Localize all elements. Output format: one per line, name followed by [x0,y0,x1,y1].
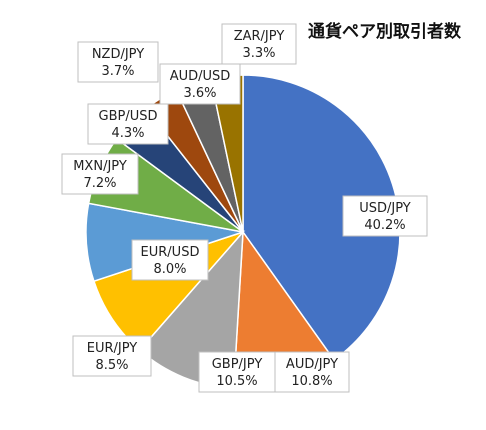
callout-box [61,153,139,195]
slice-value-label: 3.7% [101,64,134,79]
callout-box [274,351,350,393]
slice-label-gbp-jpy: GBP/JPY 10.5% [198,351,276,393]
callout-box [159,63,241,105]
slice-label-eur-usd: EUR/USD 8.0% [131,239,209,281]
slice-label-mxn-jpy: MXN/JPY 7.2% [61,153,139,195]
slice-label-nzd-jpy: NZD/JPY 3.7% [77,41,159,83]
slice-category-label: MXN/JPY [73,159,127,174]
slice-callouts: USD/JPY 40.2% AUD/JPY 10.8% GBP/JPY 10.5% EUR/… [61,23,428,393]
callout-box [221,23,297,65]
chart-title: 通貨ペア別取引者数 [308,21,462,42]
slice-label-zar-jpy: ZAR/JPY 3.3% [221,23,297,65]
slice-label-aud-jpy: AUD/JPY 10.8% [274,351,350,393]
callout-box [77,41,159,83]
callout-box [342,195,428,237]
slice-label-gbp-usd: GBP/USD 4.3% [87,103,169,145]
slice-value-label: 4.3% [111,126,144,141]
pie-slice-usd-jpy [242,74,401,361]
slice-category-label: GBP/JPY [212,357,263,372]
slice-value-label: 8.0% [153,262,186,277]
slice-category-label: AUD/JPY [286,357,338,372]
slice-category-label: EUR/JPY [87,341,138,356]
slice-category-label: ZAR/JPY [234,29,285,44]
callout-box [131,239,209,281]
slice-label-aud-usd: AUD/USD 3.6% [159,63,241,105]
slice-category-label: EUR/USD [141,245,200,260]
slice-value-label: 7.2% [83,176,116,191]
slice-category-label: USD/JPY [359,201,411,216]
slice-category-label: AUD/USD [170,69,231,84]
slice-category-label: NZD/JPY [92,47,144,62]
callout-box [72,335,152,377]
slice-value-label: 3.3% [242,46,275,61]
slice-value-label: 3.6% [183,86,216,101]
slice-value-label: 8.5% [95,358,128,373]
callout-box [198,351,276,393]
slice-value-label: 10.8% [291,374,332,389]
slice-value-label: 40.2% [364,218,405,233]
slice-label-eur-jpy: EUR/JPY 8.5% [72,335,152,377]
slice-label-usd-jpy: USD/JPY 40.2% [342,195,428,237]
callout-box [87,103,169,145]
slice-value-label: 10.5% [216,374,257,389]
slice-category-label: GBP/USD [99,109,158,124]
